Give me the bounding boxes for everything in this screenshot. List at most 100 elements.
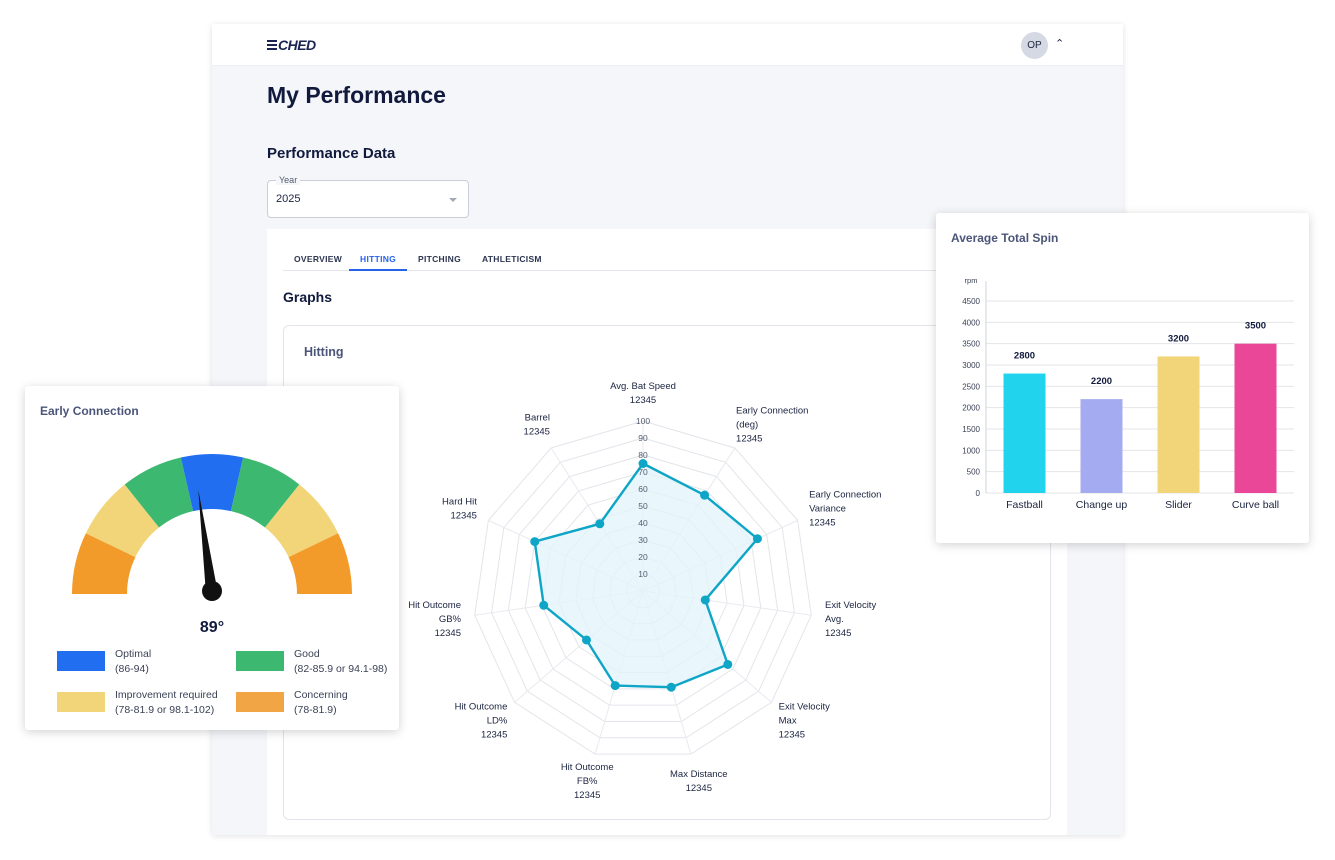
radar-grid-ring	[507, 454, 779, 722]
x-tick-label: Fastball	[1006, 499, 1043, 511]
radar-axis-label-line: 12345	[809, 518, 835, 529]
bar	[1234, 343, 1277, 493]
logo-text: CHED	[278, 37, 316, 53]
y-axis-label: rpm	[965, 276, 978, 285]
legend-swatch	[57, 692, 105, 712]
legend-name: Improvement required	[115, 689, 218, 701]
radar-axis-label-line: Barrel	[525, 412, 550, 423]
y-tick-label: 3000	[962, 361, 980, 370]
radar-tick-label: 90	[638, 433, 648, 443]
graphs-title: Graphs	[283, 289, 333, 305]
gauge-chart	[72, 454, 352, 601]
y-tick-label: 4000	[962, 318, 980, 327]
radar-tick-label: 10	[638, 569, 648, 579]
y-tick-label: 3500	[962, 340, 980, 349]
radar-axis-label: Exit Velocity Avg. 12345	[825, 600, 876, 639]
legend-range: (78-81.9)	[294, 704, 337, 716]
radar-axis-label-line: 12345	[450, 511, 476, 522]
radar-point	[581, 635, 591, 645]
tab-athleticism[interactable]: ATHLETICISM	[482, 254, 542, 264]
radar-point	[723, 659, 733, 669]
radar-axis-label: Hit Outcome LD% 12345	[455, 702, 508, 741]
radar-axis-label: Barrel 12345	[524, 412, 550, 437]
radar-axis-label-line: GB%	[439, 614, 462, 625]
radar-axis-label-line: 12345	[779, 730, 805, 741]
legend-range: (78-81.9 or 98.1-102)	[115, 704, 215, 716]
legend-swatch	[57, 651, 105, 671]
radar-tick-label: 50	[638, 501, 648, 511]
radar-axis-label-line: Avg.	[825, 614, 844, 625]
radar-grid-ring	[491, 437, 795, 739]
bar-value-label: 3500	[1245, 321, 1266, 332]
radar-axis-label: Max Distance 12345	[670, 769, 728, 794]
bar-value-label: 3200	[1168, 333, 1189, 344]
tab-hitting[interactable]: HITTING	[360, 254, 397, 264]
radar-axis-label: Exit Velocity Max 12345	[779, 702, 830, 741]
radar-series-area	[533, 462, 759, 689]
gauge-segment	[264, 484, 339, 558]
radar-point	[700, 490, 710, 500]
radar-point	[539, 600, 549, 610]
radar-axis-label: Hit Outcome FB% 12345	[561, 762, 614, 801]
radar-tick-label: 70	[638, 467, 648, 477]
tab-bar: OVERVIEW HITTING PITCHING ATHLETICISM	[283, 245, 1063, 271]
radar-axis-label-line: Early Connection	[809, 490, 881, 501]
year-select-value: 2025	[276, 193, 301, 205]
radar-axis-label-line: Hit Outcome	[455, 702, 508, 713]
gauge-segment	[230, 457, 300, 528]
legend-range: (82-85.9 or 94.1-98)	[294, 663, 388, 675]
legend-name: Good	[294, 648, 320, 660]
radar-point	[752, 534, 762, 544]
radar-axis-label-line: Variance	[809, 504, 846, 515]
radar-axis-label-line: Hit Outcome	[561, 762, 614, 773]
tab-overview[interactable]: OVERVIEW	[294, 254, 343, 264]
tab-pitching[interactable]: PITCHING	[418, 254, 462, 264]
logo[interactable]: CHED	[267, 37, 316, 53]
x-tick-label: Curve ball	[1232, 499, 1279, 511]
legend-range: (86-94)	[115, 663, 149, 675]
gauge-needle-hub	[202, 581, 222, 601]
radar-axis-label-line: 12345	[524, 426, 550, 437]
gauge-segment	[288, 533, 352, 594]
app-window: CHED OP ⌃ My Performance Performance Dat…	[212, 24, 1123, 835]
radar-axis-label-line: (deg)	[736, 419, 758, 430]
radar-point	[595, 519, 605, 529]
hitting-graph-card: Hitting 10 20 30 40 50 60 70 80 90 100 Avg. Bat Sp…	[283, 325, 1051, 820]
bar-value-label: 2800	[1014, 351, 1035, 362]
gauge-segment	[180, 454, 244, 512]
radar-axis-label-line: 12345	[686, 783, 712, 794]
year-select[interactable]: Year 2025	[267, 175, 469, 218]
radar-point	[530, 537, 540, 547]
avatar[interactable]: OP	[1021, 32, 1048, 59]
radar-axis-label: Early Connection Variance 12345	[809, 490, 881, 529]
gauge-segment	[124, 457, 194, 528]
chevron-up-icon[interactable]: ⌃	[1055, 38, 1065, 50]
bar-value-label: 2200	[1091, 376, 1112, 387]
year-select-label: Year	[276, 175, 301, 185]
radar-axis-label-line: FB%	[577, 776, 598, 787]
bar	[1003, 373, 1046, 493]
radar-axis-label-line: 12345	[435, 628, 461, 639]
radar-axis-label-line: Hit Outcome	[408, 600, 461, 611]
gauge-segment	[72, 533, 136, 594]
y-tick-label: 1000	[962, 446, 980, 455]
section-title: Performance Data	[267, 145, 396, 162]
gauge-title: Early Connection	[40, 404, 139, 418]
radar-axis-label-line: 12345	[825, 628, 851, 639]
radar-axis-label-line: Max Distance	[670, 769, 728, 780]
spin-chart-title: Average Total Spin	[951, 231, 1059, 245]
radar-tick-label: 40	[638, 518, 648, 528]
content-panel: OVERVIEW HITTING PITCHING ATHLETICISM Gr…	[267, 229, 1067, 835]
radar-point	[666, 682, 676, 692]
active-tab-indicator	[349, 269, 407, 271]
top-bar: CHED OP ⌃	[212, 24, 1123, 66]
x-tick-label: Change up	[1076, 499, 1128, 511]
radar-axis-label: Early Connection (deg) 12345	[736, 405, 808, 444]
early-connection-card: Early Connection 89° Optimal (86-94) Goo…	[25, 386, 399, 730]
radar-axis-label: Avg. Bat Speed 12345	[610, 381, 676, 406]
legend-swatch	[236, 692, 284, 712]
radar-point	[638, 459, 648, 468]
radar-tick-label: 80	[638, 450, 648, 460]
radar-tick-label: 60	[638, 484, 648, 494]
radar-axis-label-line: 12345	[736, 433, 762, 444]
